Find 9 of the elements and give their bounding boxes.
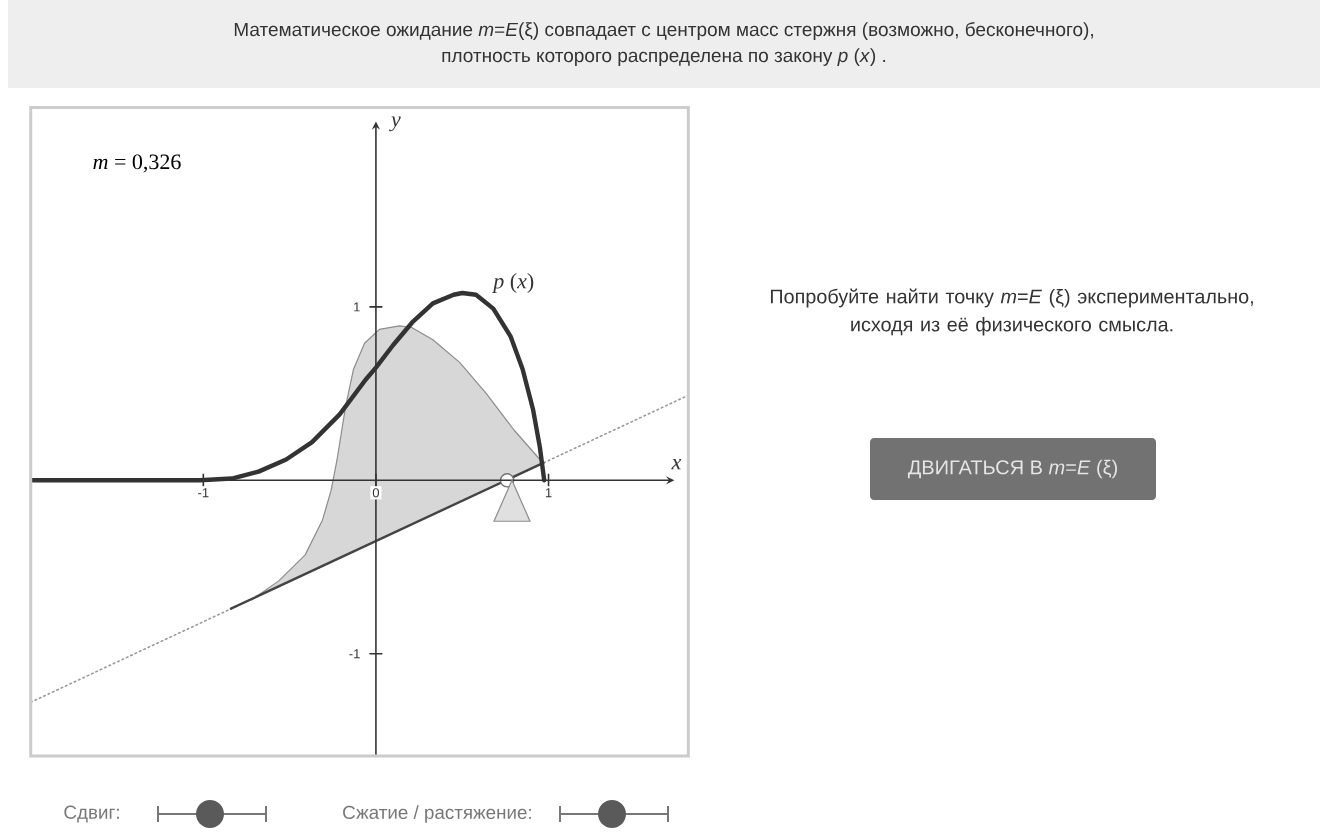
- chart-title: Математическое ожидание m=E(ξ) совпадает с центром масс стержня (возможно, бесконечного), плотность которого распределена по закону p (x) .: [234, 22, 1093, 66]
- x-axis-title: x: [671, 459, 682, 470]
- text: ДВИГАТЬСЯ В m=E (ξ): [907, 459, 1118, 479]
- annotation: m = 0,326: [93, 154, 181, 173]
- text: Попробуйте найти точку m=E (ξ) экспериментально, исходя из её физического смысла.: [770, 288, 1253, 336]
- y-axis-title: y: [389, 116, 401, 132]
- text: Сдвиг:: [64, 805, 119, 823]
- series-label: p (x): [492, 273, 534, 293]
- text: Сжатие / растяжение:: [343, 805, 531, 823]
